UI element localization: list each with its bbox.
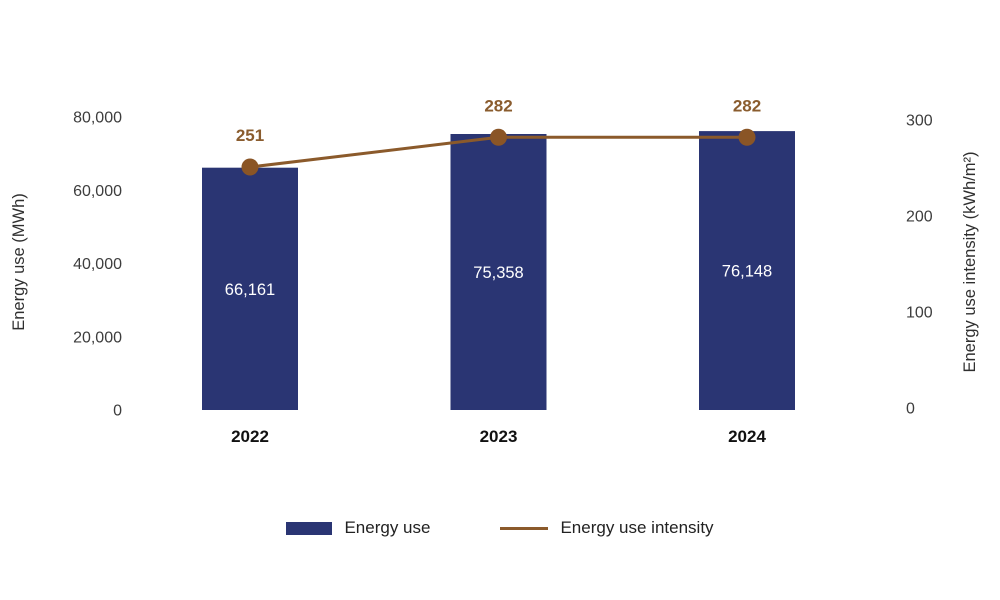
intensity-marker-2022 bbox=[241, 158, 259, 176]
left-tick-4: 80,000 bbox=[73, 110, 122, 127]
legend-item-energy-use: Energy use bbox=[286, 518, 430, 538]
left-axis-title: Energy use (MWh) bbox=[10, 193, 28, 331]
intensity-marker-2023 bbox=[490, 128, 507, 146]
intensity-marker-2024 bbox=[738, 128, 756, 146]
bar-2022 bbox=[202, 167, 298, 410]
bar-2024 bbox=[699, 131, 795, 410]
legend: Energy use Energy use intensity bbox=[0, 518, 1000, 538]
left-tick-0: 0 bbox=[113, 403, 122, 420]
right-tick-0: 0 bbox=[906, 401, 915, 418]
intensity-label-2024: 282 bbox=[733, 96, 761, 115]
right-tick-3: 300 bbox=[906, 113, 933, 130]
legend-label-energy-use: Energy use bbox=[344, 518, 431, 537]
energy-use-bar-swatch bbox=[286, 521, 333, 535]
right-tick-2: 200 bbox=[906, 209, 933, 226]
left-tick-3: 60,000 bbox=[73, 183, 122, 200]
intensity-label-2023: 282 bbox=[484, 96, 512, 115]
x-axis-label-2023: 2023 bbox=[480, 427, 518, 446]
left-tick-2: 40,000 bbox=[73, 256, 122, 273]
bar-2023 bbox=[450, 134, 547, 410]
intensity-label-2022: 251 bbox=[236, 126, 264, 145]
right-tick-1: 100 bbox=[906, 305, 933, 322]
bar-value-label-2023: 75,358 bbox=[473, 264, 523, 282]
left-tick-1: 20,000 bbox=[73, 329, 122, 346]
bar-value-label-2022: 66,161 bbox=[225, 281, 275, 299]
legend-item-energy-use-intensity: Energy use intensity bbox=[500, 518, 714, 538]
legend-label-energy-use-intensity: Energy use intensity bbox=[560, 518, 714, 537]
energy-use-intensity-line-swatch bbox=[500, 526, 549, 530]
x-axis-label-2024: 2024 bbox=[728, 427, 766, 446]
bar-value-label-2024: 76,148 bbox=[722, 263, 772, 281]
right-axis-title: Energy use intensity (kWh/m²) bbox=[961, 152, 979, 373]
x-axis-label-2022: 2022 bbox=[231, 427, 269, 446]
plot-series: 0 20,000 40,000 60,000 80,000 0 100 200 300 66,16… bbox=[73, 96, 933, 446]
